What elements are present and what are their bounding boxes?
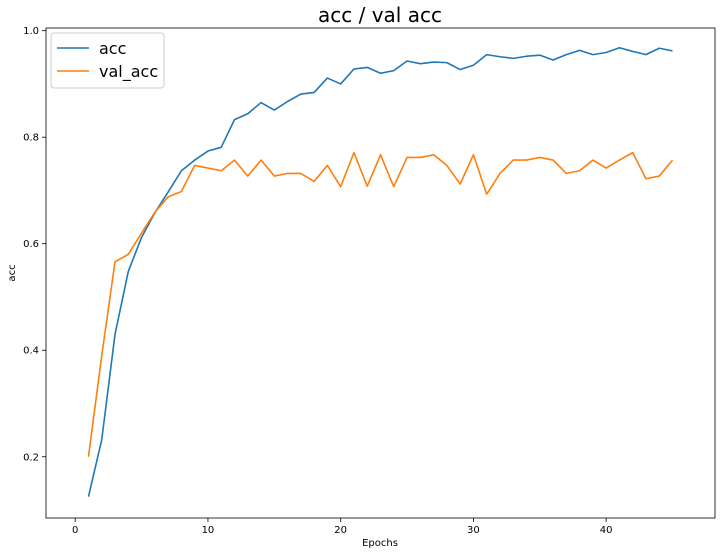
y-tick-label: 0.6 bbox=[23, 239, 39, 250]
x-tick-label: 0 bbox=[72, 525, 78, 536]
x-tick-label: 10 bbox=[202, 525, 215, 536]
x-tick-label: 20 bbox=[334, 525, 347, 536]
plot-area bbox=[45, 27, 716, 519]
x-tick-label: 40 bbox=[600, 525, 613, 536]
series-line-acc bbox=[87, 46, 673, 497]
y-axis: 0.2 0.4 0.6 0.8 1.0 bbox=[23, 26, 46, 463]
y-tick-label: 0.8 bbox=[23, 133, 39, 144]
y-axis-label: acc bbox=[7, 264, 18, 281]
legend-label-val-acc: val_acc bbox=[99, 62, 158, 82]
legend: acc val_acc bbox=[50, 32, 165, 89]
x-axis-label: Epochs bbox=[362, 538, 398, 549]
series-layer bbox=[87, 46, 674, 497]
plot-frame bbox=[45, 27, 716, 519]
y-tick-label: 0.2 bbox=[23, 452, 39, 463]
x-tick-label: 30 bbox=[467, 525, 480, 536]
legend-label-acc: acc bbox=[99, 39, 126, 58]
series-line-val-acc bbox=[87, 151, 674, 457]
y-tick-label: 1.0 bbox=[23, 26, 39, 37]
chart-title: acc / val acc bbox=[318, 3, 442, 27]
x-axis: 0 10 20 30 40 bbox=[72, 518, 613, 536]
legend-box bbox=[50, 32, 165, 89]
y-tick-label: 0.4 bbox=[23, 346, 39, 357]
